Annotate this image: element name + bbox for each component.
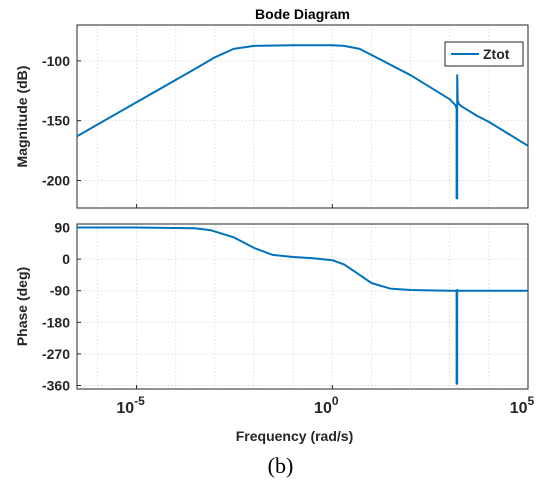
legend-label-ztot: Ztot: [483, 46, 510, 62]
figure-caption: (b): [268, 453, 294, 478]
phase-y-ticks: 90 0 -90 -180 -270 -360: [42, 220, 81, 393]
magnitude-y-ticks: -100 -150 -200: [42, 53, 81, 188]
magnitude-axis-label: Magnitude (dB): [14, 66, 30, 168]
x-tick-label: 10-5: [116, 394, 145, 417]
legend: Ztot: [444, 41, 524, 67]
y-tick-label: -270: [42, 346, 70, 362]
y-tick-label: 90: [54, 220, 70, 236]
y-tick-label: -180: [42, 314, 70, 330]
phase-series-line: [77, 226, 528, 385]
magnitude-panel: -100 -150 -200 Magnitude (dB) Ztot: [14, 24, 529, 209]
y-tick-label: -90: [50, 283, 70, 299]
y-tick-label: -200: [42, 172, 70, 188]
magnitude-series-line: [76, 44, 529, 200]
x-tick-label: 100: [314, 394, 339, 417]
y-tick-label: -360: [42, 377, 70, 393]
chart-title: Bode Diagram: [255, 6, 350, 22]
phase-panel: 90 0 -90 -180 -270 -360 Phase (deg): [14, 220, 529, 393]
phase-axis-label: Phase (deg): [14, 267, 30, 346]
legend-box: [444, 41, 524, 67]
y-tick-label: 0: [62, 251, 70, 267]
phase-grid: [77, 224, 529, 389]
x-tick-label: 105: [510, 394, 535, 417]
y-tick-label: -100: [42, 53, 70, 69]
y-tick-label: -150: [42, 113, 70, 129]
frequency-x-ticks: 10-5 100 105: [116, 204, 535, 417]
phase-plot-frame: [76, 223, 529, 390]
frequency-axis-label: Frequency (rad/s): [236, 428, 353, 444]
magnitude-plot-frame: [76, 24, 529, 209]
